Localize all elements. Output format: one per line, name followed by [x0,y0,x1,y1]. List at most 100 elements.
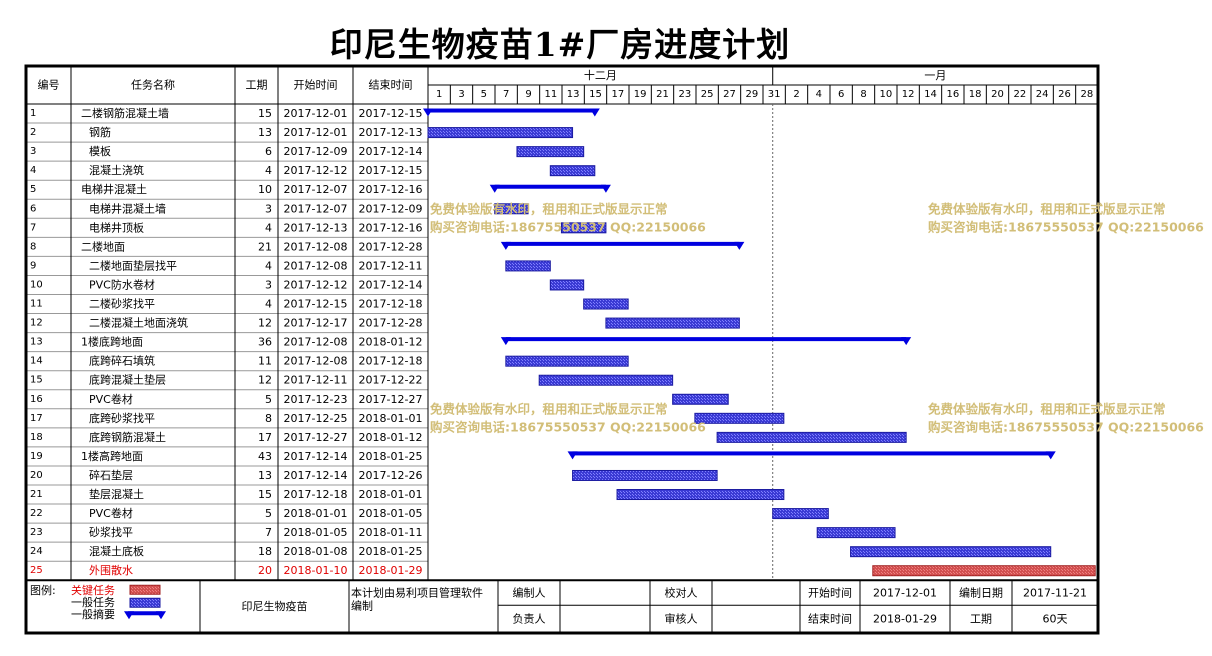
watermark-line-1: 免费体验版有水印，租用和正式版显示正常 [430,402,668,417]
day-label: 27 [723,89,736,100]
day-label: 8 [860,89,866,100]
month-label-dec: 十二月 [584,68,617,82]
task-id: 15 [30,375,43,386]
day-label: 6 [838,89,844,100]
task-duration: 11 [258,355,272,368]
task-id: 3 [30,146,36,157]
task-id: 25 [30,565,43,576]
day-label: 22 [1013,89,1026,100]
task-bar [427,127,574,139]
task-duration: 5 [265,393,272,406]
task-id: 11 [30,299,43,310]
task-name: PVC卷材 [89,506,133,520]
task-duration: 36 [258,336,272,349]
task-start: 2017-12-08 [284,336,348,349]
task-end: 2018-01-25 [359,545,423,558]
task-name: 1楼高跨地面 [81,449,143,463]
summary-bar-end [1045,451,1056,460]
task-duration: 20 [258,564,272,577]
task-duration: 4 [265,259,272,272]
task-duration: 4 [265,164,272,177]
task-duration: 4 [265,221,272,234]
day-label: 9 [525,89,531,100]
task-start: 2018-01-10 [284,564,348,577]
footer-compiler-label: 编制人 [513,585,546,599]
task-bar [605,317,740,329]
footer-project-name: 印尼生物疫苗 [242,599,308,613]
task-duration: 5 [265,507,272,520]
task-bar [572,469,718,481]
summary-bar-start [423,108,433,117]
task-duration: 10 [258,183,272,196]
task-end: 2018-01-05 [359,507,423,520]
legend-critical-swatch [129,584,161,595]
day-label: 31 [768,89,781,100]
watermark-line-2: 购买咨询电话:18675550537 QQ:22150066 [430,220,706,235]
task-duration: 12 [258,374,272,387]
task-name: 碎石垫层 [89,468,133,482]
table-border [24,64,1100,635]
header-col-end: 结束时间 [369,79,413,92]
task-name: 二楼地面 [81,239,125,253]
task-id: 24 [30,546,43,557]
task-id: 21 [30,489,43,500]
watermark-line-2: 购买咨询电话:18675550537 QQ:22150066 [928,420,1204,435]
task-bar [694,412,785,424]
task-end: 2018-01-12 [359,431,423,444]
task-end: 2018-01-12 [359,336,423,349]
task-bar [494,203,529,215]
summary-bar [505,241,740,246]
footer-start-value: 2017-12-01 [873,586,937,599]
task-bar [716,431,907,443]
watermark-line-1: 免费体验版有水印，租用和正式版显示正常 [928,202,1166,217]
footer-software-note-2: 编制 [351,598,373,612]
task-start: 2017-12-07 [284,202,348,215]
task-name: 电梯井混凝土墙 [89,201,166,215]
day-label: 23 [678,89,691,100]
task-start: 2017-12-17 [284,317,348,330]
task-id: 7 [30,222,36,233]
task-bar [505,260,551,272]
day-label: 3 [458,89,464,100]
legend-summary-right [156,611,166,620]
task-id: 17 [30,413,43,424]
task-start: 2017-12-11 [284,374,348,387]
task-id: 13 [30,337,43,348]
task-bar [772,508,829,520]
legend-task-swatch [129,597,161,608]
task-name: 混凝土底板 [89,544,144,558]
header-col-name: 任务名称 [131,78,175,92]
legend-summary-swatch [128,611,162,616]
day-label: 14 [924,89,937,100]
task-duration: 8 [265,412,272,425]
task-duration: 18 [258,545,272,558]
summary-bar-end [589,108,600,117]
summary-bar-start [500,337,511,346]
task-duration: 13 [258,469,272,482]
task-end: 2017-12-28 [359,240,423,253]
task-name: 砂浆找平 [89,525,133,539]
footer-end-label: 结束时间 [808,613,852,626]
task-id: 6 [30,203,36,214]
summary-bar-start [500,241,511,250]
day-label: 29 [745,89,758,100]
task-name: 底跨碎石填筑 [89,354,155,368]
task-end: 2018-01-11 [359,526,423,539]
task-start: 2017-12-01 [284,107,348,120]
task-id: 4 [30,165,36,176]
task-start: 2017-12-12 [284,164,348,177]
summary-bar-end [600,184,611,193]
task-start: 2018-01-05 [284,526,348,539]
page-title: 印尼生物疫苗1#厂房进度计划 [329,25,791,64]
task-id: 16 [30,394,43,405]
task-bar [549,165,596,177]
footer-date-label: 编制日期 [959,585,1003,599]
task-end: 2017-12-18 [359,298,423,311]
task-id: 1 [30,108,36,119]
task-end: 2017-12-27 [359,393,423,406]
day-label: 17 [611,89,624,100]
task-bar [850,546,1052,558]
footer-reviewer-label: 审核人 [665,612,698,626]
day-label: 2 [793,89,799,100]
day-label: 12 [902,89,915,100]
